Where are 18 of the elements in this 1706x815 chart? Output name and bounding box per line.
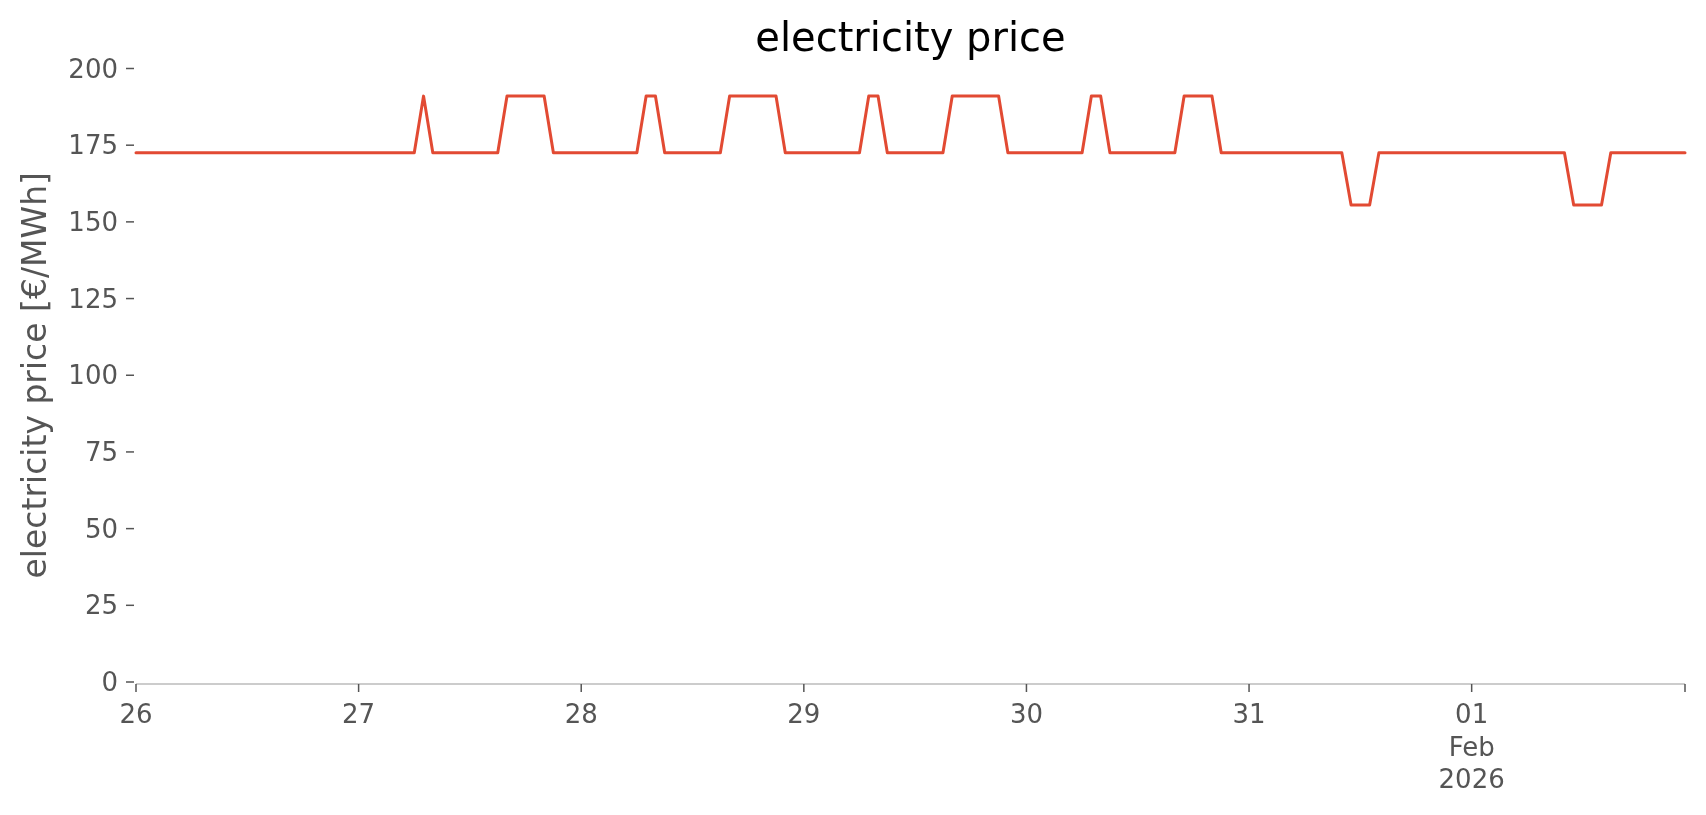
y-tick-label: 200: [68, 53, 118, 84]
y-tick-label: 125: [68, 283, 118, 314]
x-tick-label: 27: [342, 699, 376, 729]
x-tick-label: 26: [119, 699, 153, 729]
x-tick-label: 31: [1232, 699, 1266, 729]
y-tick-label: 100: [68, 360, 118, 391]
y-tick-label: 50: [84, 513, 118, 544]
y-axis-title: electricity price [€/MWh]: [15, 172, 54, 579]
y-tick-label: 150: [68, 206, 118, 237]
x-tick-label: 28: [564, 699, 598, 729]
y-tick-label: 175: [68, 130, 118, 161]
x-tick-label: 29: [787, 699, 821, 729]
y-tick-label: 0: [101, 667, 118, 698]
y-tick-label: 25: [84, 590, 118, 621]
x-tick-label: 30: [1009, 699, 1043, 729]
y-tick-label: 75: [84, 437, 118, 468]
x-tick-label: 01 Feb 2026: [1438, 699, 1505, 794]
chart-title: electricity price: [755, 14, 1066, 60]
